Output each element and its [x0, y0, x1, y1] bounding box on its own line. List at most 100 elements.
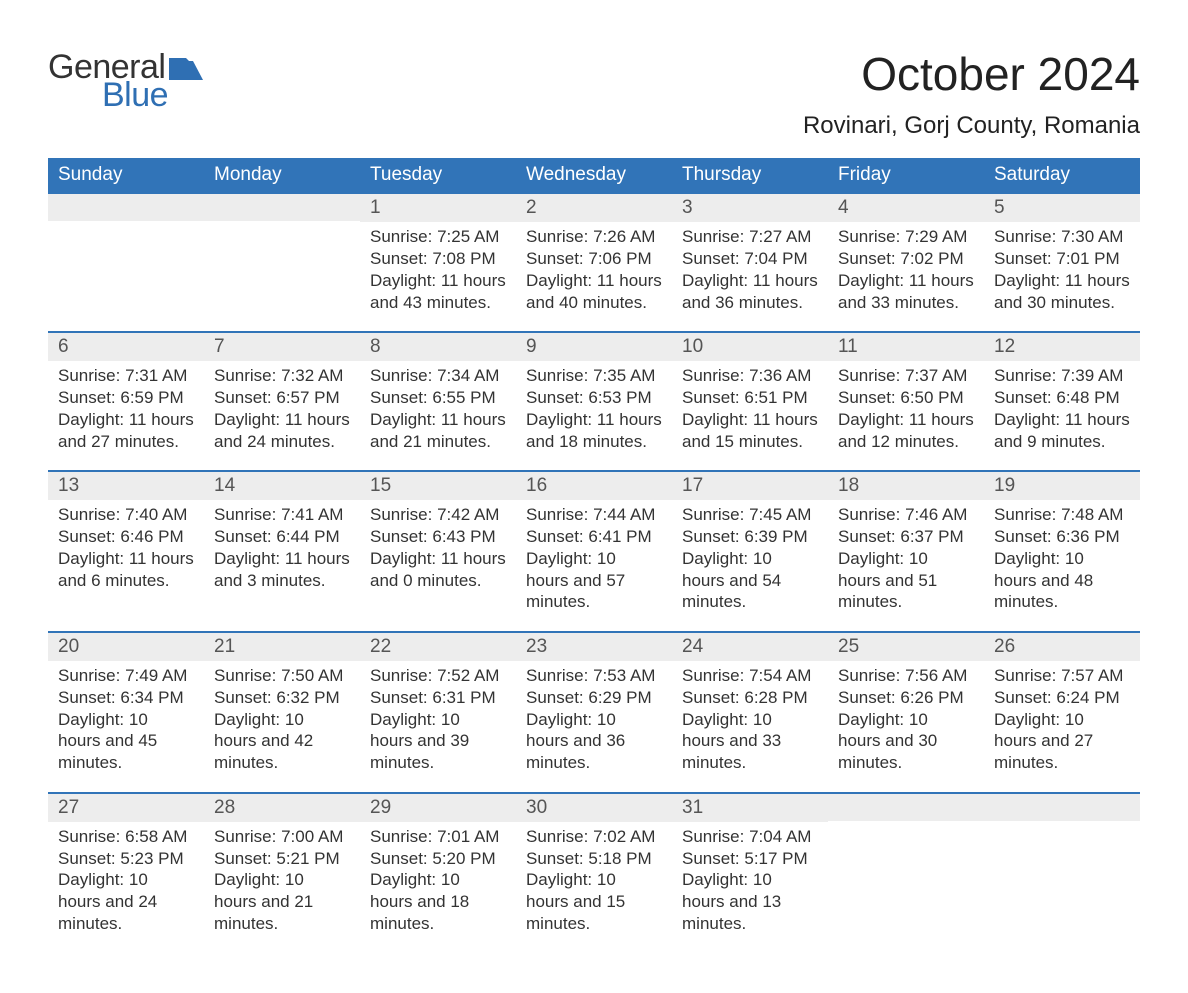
day-details: Sunrise: 7:40 AMSunset: 6:46 PMDaylight:…: [48, 500, 204, 591]
day-number: 25: [828, 633, 984, 661]
daylight-text: Daylight: 10 hours and 24 minutes.: [58, 869, 194, 934]
flag-icon: [169, 58, 203, 80]
sunrise-text: Sunrise: 7:30 AM: [994, 226, 1130, 248]
day-details: Sunrise: 7:30 AMSunset: 7:01 PMDaylight:…: [984, 222, 1140, 313]
daylight-text: Daylight: 11 hours and 30 minutes.: [994, 270, 1130, 314]
day-cell: 22Sunrise: 7:52 AMSunset: 6:31 PMDayligh…: [360, 633, 516, 792]
weekday-header: Monday: [204, 158, 360, 194]
sunset-text: Sunset: 6:37 PM: [838, 526, 974, 548]
day-details: Sunrise: 7:56 AMSunset: 6:26 PMDaylight:…: [828, 661, 984, 774]
weekday-header: Thursday: [672, 158, 828, 194]
daylight-text: Daylight: 11 hours and 3 minutes.: [214, 548, 350, 592]
day-cell: 12Sunrise: 7:39 AMSunset: 6:48 PMDayligh…: [984, 333, 1140, 470]
day-cell: 30Sunrise: 7:02 AMSunset: 5:18 PMDayligh…: [516, 794, 672, 953]
calendar-page: General Blue October 2024 Rovinari, Gorj…: [0, 0, 1188, 993]
day-number: 18: [828, 472, 984, 500]
day-cell: [828, 794, 984, 953]
day-number: 16: [516, 472, 672, 500]
day-number: 24: [672, 633, 828, 661]
sunrise-text: Sunrise: 7:53 AM: [526, 665, 662, 687]
sunset-text: Sunset: 7:01 PM: [994, 248, 1130, 270]
sunrise-text: Sunrise: 7:40 AM: [58, 504, 194, 526]
day-details: Sunrise: 7:32 AMSunset: 6:57 PMDaylight:…: [204, 361, 360, 452]
title-block: October 2024 Rovinari, Gorj County, Roma…: [803, 50, 1140, 140]
sunset-text: Sunset: 6:46 PM: [58, 526, 194, 548]
day-number: 9: [516, 333, 672, 361]
day-details: Sunrise: 7:29 AMSunset: 7:02 PMDaylight:…: [828, 222, 984, 313]
day-details: Sunrise: 7:34 AMSunset: 6:55 PMDaylight:…: [360, 361, 516, 452]
day-cell: 24Sunrise: 7:54 AMSunset: 6:28 PMDayligh…: [672, 633, 828, 792]
sunset-text: Sunset: 6:44 PM: [214, 526, 350, 548]
daylight-text: Daylight: 10 hours and 36 minutes.: [526, 709, 662, 774]
day-details: Sunrise: 7:57 AMSunset: 6:24 PMDaylight:…: [984, 661, 1140, 774]
day-cell: 6Sunrise: 7:31 AMSunset: 6:59 PMDaylight…: [48, 333, 204, 470]
day-cell: 9Sunrise: 7:35 AMSunset: 6:53 PMDaylight…: [516, 333, 672, 470]
sunset-text: Sunset: 6:29 PM: [526, 687, 662, 709]
day-number: 23: [516, 633, 672, 661]
day-cell: 29Sunrise: 7:01 AMSunset: 5:20 PMDayligh…: [360, 794, 516, 953]
week-row: 6Sunrise: 7:31 AMSunset: 6:59 PMDaylight…: [48, 331, 1140, 470]
day-number: 15: [360, 472, 516, 500]
daylight-text: Daylight: 10 hours and 21 minutes.: [214, 869, 350, 934]
day-cell: [48, 194, 204, 331]
sunset-text: Sunset: 5:20 PM: [370, 848, 506, 870]
day-cell: 15Sunrise: 7:42 AMSunset: 6:43 PMDayligh…: [360, 472, 516, 631]
weekday-header: Friday: [828, 158, 984, 194]
day-details: Sunrise: 7:31 AMSunset: 6:59 PMDaylight:…: [48, 361, 204, 452]
day-number: 5: [984, 194, 1140, 222]
day-cell: 25Sunrise: 7:56 AMSunset: 6:26 PMDayligh…: [828, 633, 984, 792]
day-number: 20: [48, 633, 204, 661]
sunrise-text: Sunrise: 7:52 AM: [370, 665, 506, 687]
sunset-text: Sunset: 6:51 PM: [682, 387, 818, 409]
daylight-text: Daylight: 10 hours and 39 minutes.: [370, 709, 506, 774]
daylight-text: Daylight: 10 hours and 45 minutes.: [58, 709, 194, 774]
day-number: 12: [984, 333, 1140, 361]
sunrise-text: Sunrise: 7:02 AM: [526, 826, 662, 848]
day-number: 17: [672, 472, 828, 500]
sunset-text: Sunset: 6:53 PM: [526, 387, 662, 409]
day-number: 2: [516, 194, 672, 222]
daylight-text: Daylight: 11 hours and 0 minutes.: [370, 548, 506, 592]
sunrise-text: Sunrise: 7:36 AM: [682, 365, 818, 387]
sunrise-text: Sunrise: 7:56 AM: [838, 665, 974, 687]
day-cell: 10Sunrise: 7:36 AMSunset: 6:51 PMDayligh…: [672, 333, 828, 470]
daylight-text: Daylight: 10 hours and 54 minutes.: [682, 548, 818, 613]
day-cell: 3Sunrise: 7:27 AMSunset: 7:04 PMDaylight…: [672, 194, 828, 331]
sunset-text: Sunset: 6:48 PM: [994, 387, 1130, 409]
weekday-header: Saturday: [984, 158, 1140, 194]
day-details: Sunrise: 7:39 AMSunset: 6:48 PMDaylight:…: [984, 361, 1140, 452]
daylight-text: Daylight: 11 hours and 9 minutes.: [994, 409, 1130, 453]
daylight-text: Daylight: 11 hours and 6 minutes.: [58, 548, 194, 592]
day-cell: [204, 194, 360, 331]
day-cell: 8Sunrise: 7:34 AMSunset: 6:55 PMDaylight…: [360, 333, 516, 470]
calendar-grid: Sunday Monday Tuesday Wednesday Thursday…: [48, 158, 1140, 952]
weekday-header-row: Sunday Monday Tuesday Wednesday Thursday…: [48, 158, 1140, 194]
sunrise-text: Sunrise: 7:25 AM: [370, 226, 506, 248]
sunrise-text: Sunrise: 7:48 AM: [994, 504, 1130, 526]
day-cell: 11Sunrise: 7:37 AMSunset: 6:50 PMDayligh…: [828, 333, 984, 470]
day-number: 21: [204, 633, 360, 661]
day-cell: 20Sunrise: 7:49 AMSunset: 6:34 PMDayligh…: [48, 633, 204, 792]
sunset-text: Sunset: 6:32 PM: [214, 687, 350, 709]
sunset-text: Sunset: 6:36 PM: [994, 526, 1130, 548]
day-number: [204, 194, 360, 221]
day-number: 13: [48, 472, 204, 500]
sunset-text: Sunset: 5:18 PM: [526, 848, 662, 870]
day-cell: 21Sunrise: 7:50 AMSunset: 6:32 PMDayligh…: [204, 633, 360, 792]
day-details: Sunrise: 7:35 AMSunset: 6:53 PMDaylight:…: [516, 361, 672, 452]
day-cell: 27Sunrise: 6:58 AMSunset: 5:23 PMDayligh…: [48, 794, 204, 953]
week-row: 20Sunrise: 7:49 AMSunset: 6:34 PMDayligh…: [48, 631, 1140, 792]
sunrise-text: Sunrise: 7:26 AM: [526, 226, 662, 248]
day-cell: 26Sunrise: 7:57 AMSunset: 6:24 PMDayligh…: [984, 633, 1140, 792]
day-cell: 2Sunrise: 7:26 AMSunset: 7:06 PMDaylight…: [516, 194, 672, 331]
sunrise-text: Sunrise: 7:57 AM: [994, 665, 1130, 687]
weekday-header: Tuesday: [360, 158, 516, 194]
day-details: Sunrise: 7:52 AMSunset: 6:31 PMDaylight:…: [360, 661, 516, 774]
daylight-text: Daylight: 11 hours and 18 minutes.: [526, 409, 662, 453]
location-subtitle: Rovinari, Gorj County, Romania: [803, 112, 1140, 140]
daylight-text: Daylight: 11 hours and 24 minutes.: [214, 409, 350, 453]
day-number: 28: [204, 794, 360, 822]
sunrise-text: Sunrise: 7:31 AM: [58, 365, 194, 387]
daylight-text: Daylight: 11 hours and 43 minutes.: [370, 270, 506, 314]
day-details: Sunrise: 7:45 AMSunset: 6:39 PMDaylight:…: [672, 500, 828, 613]
